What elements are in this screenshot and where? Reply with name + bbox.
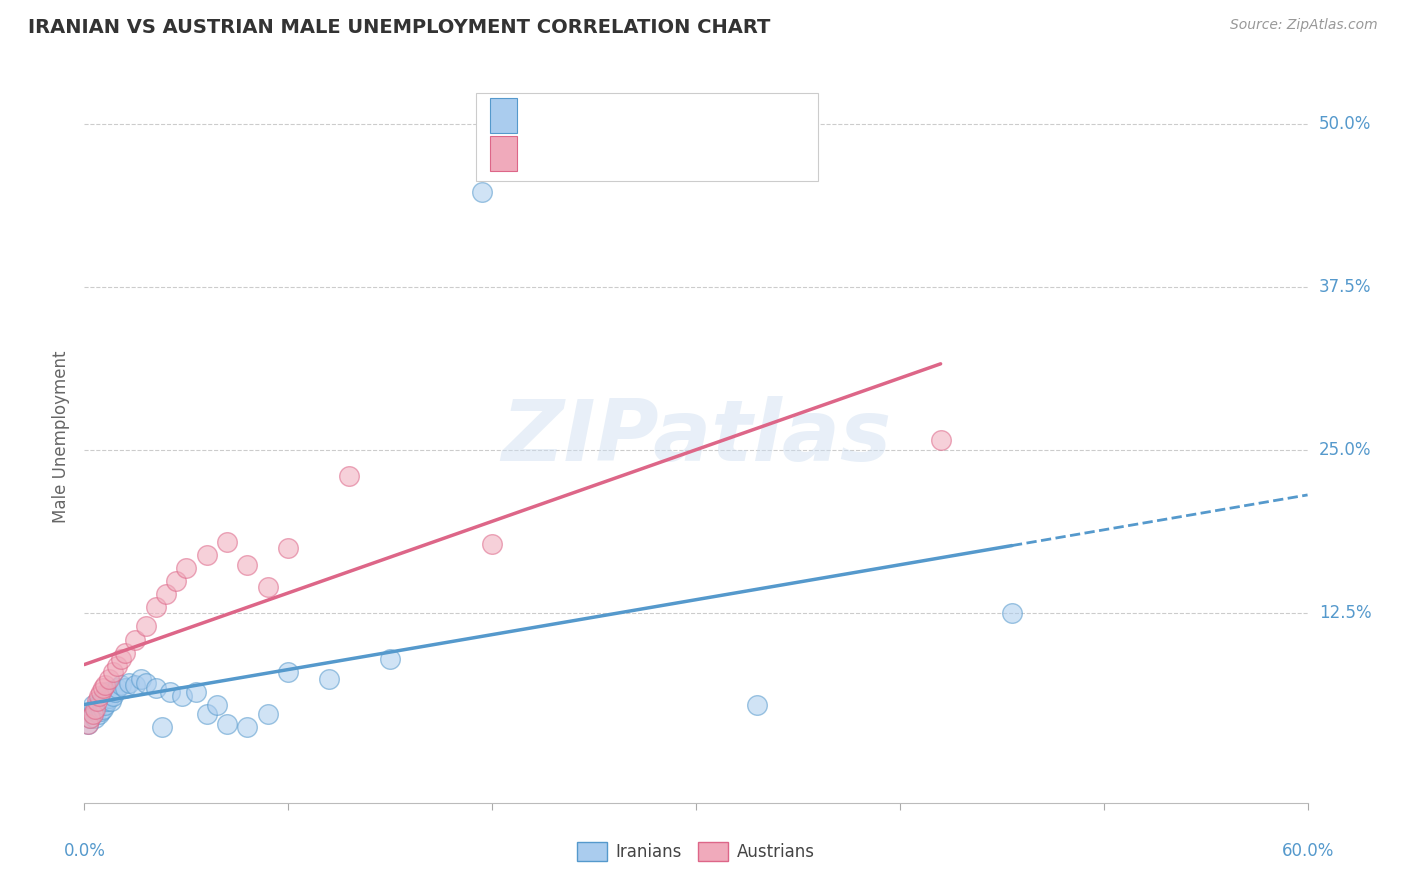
Point bbox=[90, 694, 112, 708]
Point bbox=[87, 706, 110, 721]
Text: N = 45: N = 45 bbox=[664, 106, 727, 124]
Point bbox=[86, 698, 108, 712]
Point bbox=[91, 681, 114, 695]
Point bbox=[101, 689, 124, 703]
Point bbox=[104, 685, 127, 699]
Point bbox=[339, 469, 361, 483]
Point bbox=[236, 558, 259, 573]
Point bbox=[101, 665, 124, 680]
Point bbox=[82, 698, 104, 712]
Point bbox=[86, 702, 108, 716]
Point bbox=[90, 685, 112, 699]
Point bbox=[145, 681, 167, 695]
Text: 50.0%: 50.0% bbox=[1319, 114, 1371, 133]
Point bbox=[97, 672, 120, 686]
FancyBboxPatch shape bbox=[475, 94, 818, 181]
Text: IRANIAN VS AUSTRIAN MALE UNEMPLOYMENT CORRELATION CHART: IRANIAN VS AUSTRIAN MALE UNEMPLOYMENT CO… bbox=[28, 18, 770, 37]
Point bbox=[150, 720, 173, 734]
Point bbox=[91, 702, 114, 716]
Point bbox=[195, 548, 218, 562]
Point bbox=[277, 541, 299, 555]
Text: ZIPatlas: ZIPatlas bbox=[501, 395, 891, 479]
Point bbox=[205, 698, 228, 712]
Text: 25.0%: 25.0% bbox=[1319, 442, 1371, 459]
Point bbox=[110, 678, 132, 692]
Point bbox=[91, 691, 114, 706]
Point bbox=[83, 702, 105, 716]
Point bbox=[277, 665, 299, 680]
Point bbox=[93, 678, 115, 692]
Point bbox=[236, 720, 259, 734]
Point bbox=[174, 560, 197, 574]
Point bbox=[79, 711, 101, 725]
Point bbox=[82, 706, 104, 721]
Point bbox=[380, 652, 402, 666]
Point bbox=[118, 675, 141, 690]
Point bbox=[83, 711, 105, 725]
Point bbox=[135, 675, 157, 690]
Point bbox=[124, 632, 146, 647]
Point bbox=[318, 672, 340, 686]
Text: R = 0.180: R = 0.180 bbox=[531, 106, 621, 124]
Point bbox=[145, 599, 167, 614]
Text: Source: ZipAtlas.com: Source: ZipAtlas.com bbox=[1230, 18, 1378, 32]
Point bbox=[114, 646, 136, 660]
Point bbox=[471, 185, 494, 199]
Point bbox=[83, 705, 105, 719]
FancyBboxPatch shape bbox=[491, 98, 517, 133]
Text: 12.5%: 12.5% bbox=[1319, 605, 1371, 623]
Point bbox=[481, 537, 503, 551]
Point bbox=[87, 689, 110, 703]
Point bbox=[93, 689, 115, 703]
Point bbox=[82, 705, 104, 719]
Point bbox=[90, 705, 112, 719]
Y-axis label: Male Unemployment: Male Unemployment bbox=[52, 351, 70, 524]
Point bbox=[217, 717, 239, 731]
Point bbox=[257, 706, 280, 721]
Point bbox=[217, 534, 239, 549]
Point bbox=[87, 698, 110, 712]
Point bbox=[79, 711, 101, 725]
FancyBboxPatch shape bbox=[491, 136, 517, 171]
Point bbox=[97, 691, 120, 706]
Point bbox=[100, 694, 122, 708]
Point bbox=[929, 433, 952, 447]
Point bbox=[135, 619, 157, 633]
Point bbox=[195, 706, 218, 721]
Point bbox=[93, 698, 115, 712]
Point bbox=[114, 681, 136, 695]
Point bbox=[747, 698, 769, 712]
Point bbox=[1001, 607, 1024, 621]
Point bbox=[186, 685, 208, 699]
Point bbox=[131, 672, 153, 686]
Point bbox=[155, 587, 177, 601]
Point bbox=[96, 685, 118, 699]
Point bbox=[124, 678, 146, 692]
Point bbox=[257, 580, 280, 594]
Point bbox=[86, 694, 108, 708]
Point bbox=[110, 652, 132, 666]
Text: 0.0%: 0.0% bbox=[63, 842, 105, 860]
Text: N = 28: N = 28 bbox=[664, 145, 727, 162]
Point bbox=[77, 717, 100, 731]
Point bbox=[105, 658, 128, 673]
Point bbox=[159, 685, 181, 699]
Point bbox=[165, 574, 187, 588]
Point bbox=[105, 681, 128, 695]
Text: R = 0.728: R = 0.728 bbox=[531, 145, 623, 162]
Point bbox=[96, 694, 118, 708]
Text: 37.5%: 37.5% bbox=[1319, 278, 1371, 296]
Point bbox=[172, 689, 194, 703]
Legend: Iranians, Austrians: Iranians, Austrians bbox=[571, 835, 821, 868]
Point bbox=[77, 717, 100, 731]
Text: 60.0%: 60.0% bbox=[1281, 842, 1334, 860]
